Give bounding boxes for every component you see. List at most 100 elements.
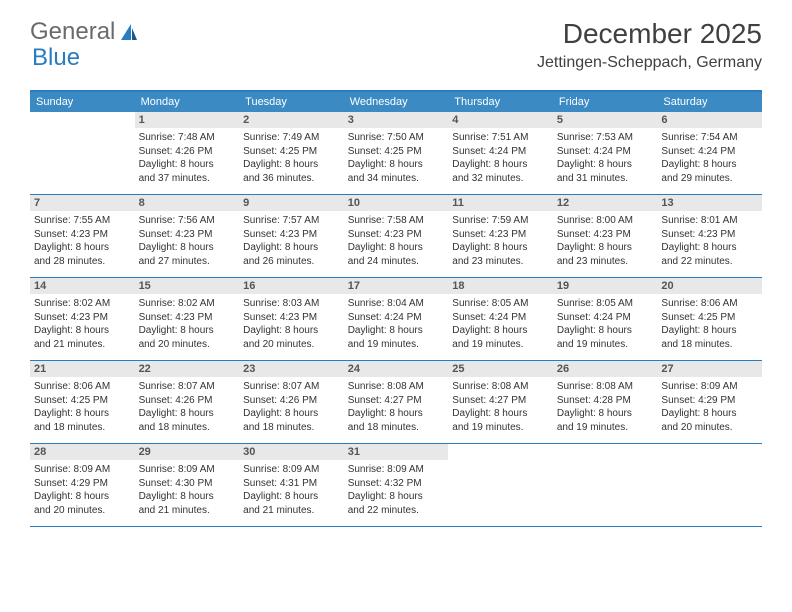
day-cell: 17Sunrise: 8:04 AMSunset: 4:24 PMDayligh… <box>344 278 449 360</box>
daylight-text: Daylight: 8 hours <box>243 158 340 172</box>
day-number: 3 <box>344 112 449 128</box>
day-number: 1 <box>135 112 240 128</box>
sunrise-text: Sunrise: 8:09 AM <box>661 380 758 394</box>
sunrise-text: Sunrise: 7:54 AM <box>661 131 758 145</box>
daylight-text: Daylight: 8 hours <box>348 324 445 338</box>
daylight-text: Daylight: 8 hours <box>243 407 340 421</box>
day-number: 17 <box>344 278 449 294</box>
day-of-week-cell: Saturday <box>657 92 762 112</box>
sunset-text: Sunset: 4:23 PM <box>243 228 340 242</box>
day-cell <box>448 444 553 526</box>
daylight-text: Daylight: 8 hours <box>661 158 758 172</box>
sunset-text: Sunset: 4:27 PM <box>452 394 549 408</box>
day-number: 30 <box>239 444 344 460</box>
sunrise-text: Sunrise: 8:09 AM <box>348 463 445 477</box>
day-cell: 11Sunrise: 7:59 AMSunset: 4:23 PMDayligh… <box>448 195 553 277</box>
day-of-week-cell: Monday <box>135 92 240 112</box>
month-title: December 2025 <box>537 18 762 50</box>
day-number: 20 <box>657 278 762 294</box>
week-row: 28Sunrise: 8:09 AMSunset: 4:29 PMDayligh… <box>30 444 762 527</box>
daylight-text: and 32 minutes. <box>452 172 549 186</box>
daylight-text: Daylight: 8 hours <box>243 324 340 338</box>
day-cell: 31Sunrise: 8:09 AMSunset: 4:32 PMDayligh… <box>344 444 449 526</box>
daylight-text: Daylight: 8 hours <box>348 241 445 255</box>
sunset-text: Sunset: 4:27 PM <box>348 394 445 408</box>
daylight-text: Daylight: 8 hours <box>557 324 654 338</box>
sunrise-text: Sunrise: 8:07 AM <box>243 380 340 394</box>
day-cell: 14Sunrise: 8:02 AMSunset: 4:23 PMDayligh… <box>30 278 135 360</box>
daylight-text: and 18 minutes. <box>348 421 445 435</box>
daylight-text: and 18 minutes. <box>661 338 758 352</box>
sunrise-text: Sunrise: 7:57 AM <box>243 214 340 228</box>
daylight-text: Daylight: 8 hours <box>452 407 549 421</box>
daylight-text: Daylight: 8 hours <box>557 241 654 255</box>
day-number: 19 <box>553 278 658 294</box>
sunset-text: Sunset: 4:23 PM <box>243 311 340 325</box>
day-cell: 23Sunrise: 8:07 AMSunset: 4:26 PMDayligh… <box>239 361 344 443</box>
day-cell: 29Sunrise: 8:09 AMSunset: 4:30 PMDayligh… <box>135 444 240 526</box>
daylight-text: Daylight: 8 hours <box>452 324 549 338</box>
sunset-text: Sunset: 4:23 PM <box>34 228 131 242</box>
day-cell: 20Sunrise: 8:06 AMSunset: 4:25 PMDayligh… <box>657 278 762 360</box>
sunset-text: Sunset: 4:23 PM <box>661 228 758 242</box>
day-cell: 3Sunrise: 7:50 AMSunset: 4:25 PMDaylight… <box>344 112 449 194</box>
day-of-week-cell: Thursday <box>448 92 553 112</box>
day-number: 8 <box>135 195 240 211</box>
day-number: 21 <box>30 361 135 377</box>
sunset-text: Sunset: 4:24 PM <box>452 145 549 159</box>
week-row: 7Sunrise: 7:55 AMSunset: 4:23 PMDaylight… <box>30 195 762 278</box>
daylight-text: and 27 minutes. <box>139 255 236 269</box>
day-cell: 15Sunrise: 8:02 AMSunset: 4:23 PMDayligh… <box>135 278 240 360</box>
sunset-text: Sunset: 4:24 PM <box>557 311 654 325</box>
sunset-text: Sunset: 4:24 PM <box>661 145 758 159</box>
day-number: 28 <box>30 444 135 460</box>
daylight-text: and 18 minutes. <box>243 421 340 435</box>
daylight-text: Daylight: 8 hours <box>34 407 131 421</box>
logo-text-blue: Blue <box>32 44 80 72</box>
day-number: 16 <box>239 278 344 294</box>
daylight-text: and 29 minutes. <box>661 172 758 186</box>
daylight-text: Daylight: 8 hours <box>661 407 758 421</box>
day-number: 6 <box>657 112 762 128</box>
daylight-text: Daylight: 8 hours <box>139 324 236 338</box>
logo-sail-icon <box>119 22 139 42</box>
daylight-text: Daylight: 8 hours <box>661 241 758 255</box>
sunrise-text: Sunrise: 8:09 AM <box>243 463 340 477</box>
daylight-text: and 20 minutes. <box>661 421 758 435</box>
day-cell: 2Sunrise: 7:49 AMSunset: 4:25 PMDaylight… <box>239 112 344 194</box>
daylight-text: Daylight: 8 hours <box>348 407 445 421</box>
logo: General <box>30 18 141 46</box>
day-number: 23 <box>239 361 344 377</box>
day-cell: 1Sunrise: 7:48 AMSunset: 4:26 PMDaylight… <box>135 112 240 194</box>
daylight-text: and 19 minutes. <box>452 338 549 352</box>
day-cell: 9Sunrise: 7:57 AMSunset: 4:23 PMDaylight… <box>239 195 344 277</box>
sunrise-text: Sunrise: 7:55 AM <box>34 214 131 228</box>
daylight-text: and 20 minutes. <box>243 338 340 352</box>
daylight-text: and 26 minutes. <box>243 255 340 269</box>
sunrise-text: Sunrise: 7:48 AM <box>139 131 236 145</box>
daylight-text: Daylight: 8 hours <box>139 407 236 421</box>
sunset-text: Sunset: 4:26 PM <box>139 394 236 408</box>
daylight-text: and 31 minutes. <box>557 172 654 186</box>
day-number: 22 <box>135 361 240 377</box>
day-cell: 24Sunrise: 8:08 AMSunset: 4:27 PMDayligh… <box>344 361 449 443</box>
sunrise-text: Sunrise: 7:59 AM <box>452 214 549 228</box>
daylight-text: and 20 minutes. <box>139 338 236 352</box>
title-block: December 2025 Jettingen-Scheppach, Germa… <box>537 18 762 72</box>
sunset-text: Sunset: 4:23 PM <box>139 228 236 242</box>
day-of-week-cell: Tuesday <box>239 92 344 112</box>
sunrise-text: Sunrise: 8:07 AM <box>139 380 236 394</box>
sunset-text: Sunset: 4:25 PM <box>661 311 758 325</box>
daylight-text: Daylight: 8 hours <box>348 490 445 504</box>
sunset-text: Sunset: 4:23 PM <box>557 228 654 242</box>
day-cell: 6 Sunrise: 7:54 AMSunset: 4:24 PMDaylight… <box>657 112 762 194</box>
day-cell: 10Sunrise: 7:58 AMSunset: 4:23 PMDayligh… <box>344 195 449 277</box>
daylight-text: and 18 minutes. <box>139 421 236 435</box>
day-cell: 30Sunrise: 8:09 AMSunset: 4:31 PMDayligh… <box>239 444 344 526</box>
sunset-text: Sunset: 4:25 PM <box>348 145 445 159</box>
daylight-text: Daylight: 8 hours <box>452 158 549 172</box>
sunrise-text: Sunrise: 8:09 AM <box>34 463 131 477</box>
sunrise-text: Sunrise: 8:05 AM <box>452 297 549 311</box>
day-number: 7 <box>30 195 135 211</box>
sunset-text: Sunset: 4:26 PM <box>139 145 236 159</box>
